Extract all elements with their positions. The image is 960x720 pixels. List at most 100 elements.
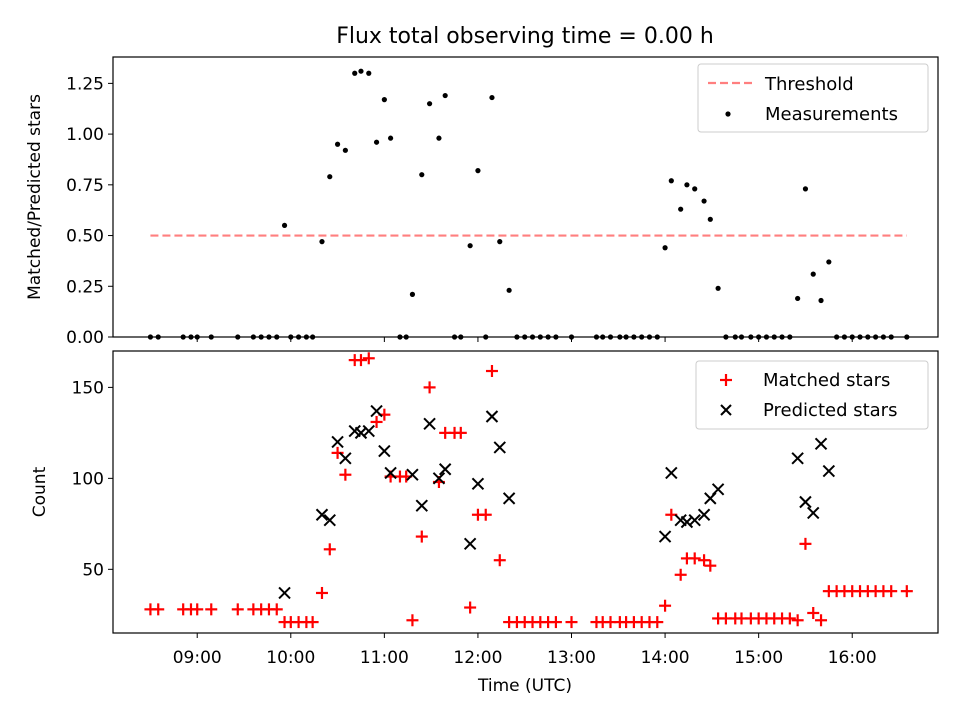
counts-x-ticks: 09:00 10:00 11:00 12:00 13:00 14:00 15:00 16:00 [173,633,877,668]
measurement-point [475,168,481,174]
matched-star-point [231,603,244,616]
predicted-star-point [315,508,329,521]
x-tick-label: 15:00 [734,648,783,668]
ratio-y-tick-label: 0.00 [66,328,104,348]
measurement-point [654,334,660,340]
measurement-point [880,334,887,340]
measurement-point [568,334,575,340]
ratio-legend-box [697,63,929,133]
measurement-point [715,285,721,291]
measurement-point [771,334,777,340]
matched-star-point [799,537,812,550]
measurement-point [787,334,793,340]
counts-legend: Matched stars Predicted stars [695,360,929,430]
legend-threshold-label: Threshold [764,74,854,95]
matched-star-point [485,365,498,378]
measurement-point [467,243,473,249]
measurement-point [617,334,623,340]
measurement-point [458,334,464,340]
measurement-point [593,334,600,340]
measurement-point [506,287,512,293]
ratio-y-tick-label: 0.50 [66,227,104,247]
ratio-legend: Threshold Measurements [697,63,929,133]
predicted-star-point [384,466,397,480]
measurement-point [684,182,690,188]
measurement-point [738,334,745,340]
x-tick-label: 13:00 [547,648,596,668]
legend-measurements-swatch [725,111,731,117]
matched-star-point [362,352,375,365]
measurement-point [678,206,684,212]
counts-y-tick-label: 100 [72,469,104,489]
measurement-point [188,334,194,340]
counts-y-ticks: 50 100 150 [72,378,113,580]
matched-star-point [479,508,492,521]
predicted-star-point [502,492,516,505]
x-tick-label: 12:00 [453,648,502,668]
ratio-y-tick-label: 1.25 [66,74,104,94]
measurement-point [489,94,495,101]
predicted-star-point [493,441,506,454]
measurement-point [327,174,333,180]
matched-star-point [549,616,562,629]
measurement-point [342,147,348,153]
measurement-point [834,334,840,340]
measurement-point [748,334,754,340]
measurement-point [873,334,879,340]
measurement-point [600,334,606,340]
matched-star-point [704,559,717,572]
x-tick-label: 14:00 [641,648,690,668]
measurement-point [334,141,341,147]
predicted-star-point [323,513,336,527]
counts-panel: Count Time (UTC) 50 100 150 09:00 10:00 11:0… [30,350,939,696]
measurement-point [514,334,520,340]
measurement-point [426,101,433,107]
measurement-point [497,239,503,245]
measurement-point [403,334,409,340]
measurement-point [662,245,668,251]
measurement-point [779,334,785,340]
measurement-point [442,92,448,99]
predicted-star-point [822,464,836,478]
measurement-point [865,334,871,340]
matched-star-point [688,552,701,565]
matched-star-point [815,614,828,627]
matched-star-point [152,603,165,616]
ratio-marks [147,68,910,340]
x-tick-label: 11:00 [360,648,409,668]
legend-predicted-swatch [720,404,732,416]
measurement-point [451,334,458,340]
matched-star-point [339,468,352,481]
legend-predicted-label: Predicted stars [763,400,897,421]
measurement-point [419,172,425,178]
measurement-point [303,334,309,340]
predicted-star-point [799,495,812,509]
predicted-star-point [485,410,499,423]
measurement-point [623,334,629,340]
predicted-star-point [688,513,701,527]
matched-star-point [423,381,436,394]
predicted-star-point [331,435,344,449]
matched-star-point [659,599,672,612]
counts-y-tick-label: 50 [82,560,104,580]
measurement-point [281,222,288,229]
measurement-point [258,334,264,340]
matched-star-point [493,554,506,567]
measurement-point [366,70,372,76]
counts-y-tick-label: 150 [72,378,104,398]
ratio-y-axis-label: Matched/Predicted stars [25,94,45,300]
matched-star-point [454,426,467,439]
counts-y-axis-label: Count [30,466,50,517]
measurement-point [810,271,816,277]
measurement-point [802,186,809,192]
matched-star-point [674,568,687,581]
predicted-star-point [814,437,828,450]
x-tick-label: 10:00 [266,648,315,668]
measurement-point [701,198,707,204]
counts-plot-frame [112,350,939,634]
measurement-point [763,334,770,340]
measurement-point [352,70,358,76]
measurement-point [250,334,256,340]
predicted-star-point [278,586,291,600]
